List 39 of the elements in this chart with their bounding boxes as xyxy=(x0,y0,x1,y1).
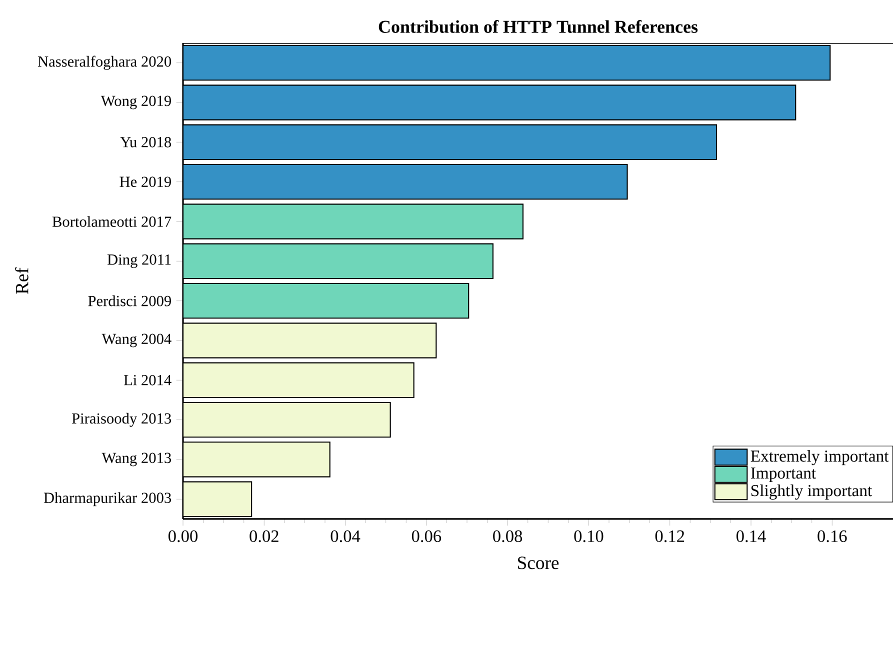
bar xyxy=(183,164,628,200)
y-tick-label: Bortolameotti 2017 xyxy=(52,216,172,227)
y-tick-label: Ding 2011 xyxy=(107,254,171,268)
x-axis-title: Score xyxy=(518,556,559,570)
y-tick-label: Dharmapurikar 2003 xyxy=(44,492,172,506)
y-tick-label: He 2019 xyxy=(120,176,171,187)
bar xyxy=(183,402,391,438)
y-tick-label: Wang 2013 xyxy=(102,452,172,466)
legend-label: Important xyxy=(750,468,816,482)
y-tick-label: Wong 2019 xyxy=(100,96,171,110)
y-tick-label: Piraisoody 2013 xyxy=(72,412,172,427)
x-tick-label: 0.04 xyxy=(330,530,360,542)
y-tick-label: Yu 2018 xyxy=(120,136,172,148)
bar xyxy=(183,481,252,518)
x-tick-label: 0.12 xyxy=(655,530,684,542)
y-tick-label: Perdisci 2009 xyxy=(88,295,171,306)
x-tick-label: 0.06 xyxy=(412,530,442,542)
bar xyxy=(183,322,437,358)
legend-label: Slightly important xyxy=(751,484,872,500)
x-tick-label: 0.14 xyxy=(736,530,766,542)
bar xyxy=(183,362,414,398)
y-tick-label: Nasseralfoghara 2020 xyxy=(38,56,172,70)
x-tick-label: 0.00 xyxy=(168,530,198,542)
bar xyxy=(183,124,718,160)
x-tick-label: 0.08 xyxy=(493,530,522,542)
bar xyxy=(183,243,494,280)
chart-title: Contribution of HTTP Tunnel References xyxy=(378,20,698,33)
bar xyxy=(183,45,830,80)
bar xyxy=(183,204,524,240)
x-tick-label: 0.16 xyxy=(818,530,847,542)
bar xyxy=(183,282,470,319)
x-tick-label: 0.10 xyxy=(574,530,604,542)
y-tick-label: Wang 2004 xyxy=(102,334,172,348)
x-tick-label: 0.02 xyxy=(250,530,278,542)
bar xyxy=(183,84,796,120)
y-axis-title: Ref xyxy=(15,268,28,294)
bar xyxy=(183,442,330,478)
y-tick-label: Li 2014 xyxy=(124,374,172,386)
legend-label: Extremely important xyxy=(750,450,889,466)
